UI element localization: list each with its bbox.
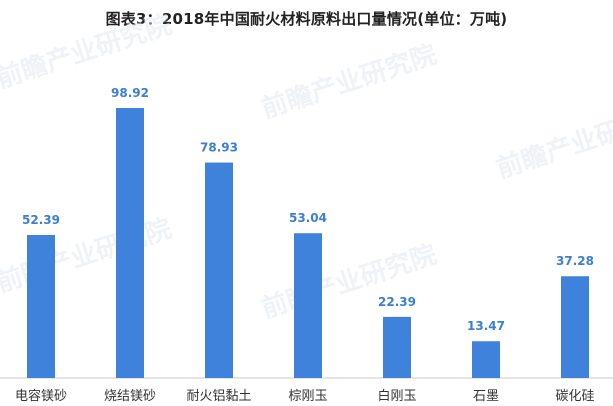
chart-title: 图表3：2018年中国耐火材料原料出口量情况(单位：万吨): [105, 10, 508, 28]
bar-3: [205, 162, 233, 378]
value-labels-group: 52.39 98.92 78.93 53.04 22.39 13.47 37.28: [22, 86, 594, 333]
watermark-2: 前瞻产业研究院: [258, 39, 441, 125]
category-label-5: 白刚玉: [377, 388, 416, 404]
watermark-3: 前瞻产业研究院: [493, 99, 613, 185]
value-label-4: 53.04: [289, 211, 327, 225]
value-label-1: 52.39: [22, 213, 60, 227]
category-label-7: 碳化硅: [555, 389, 594, 404]
bar-6: [472, 341, 500, 378]
bar-1: [27, 235, 55, 378]
value-label-6: 13.47: [467, 319, 505, 333]
category-label-3: 耐火铝黏土: [186, 388, 251, 404]
bar-7: [561, 276, 589, 378]
bar-5: [383, 316, 411, 378]
category-label-6: 石墨: [473, 389, 499, 404]
category-label-1: 电容镁砂: [15, 388, 67, 404]
value-label-3: 78.93: [200, 141, 238, 155]
category-label-4: 棕刚玉: [288, 389, 327, 404]
watermark-5: 前瞻产业研究院: [258, 239, 441, 325]
bars-group: [27, 108, 589, 378]
bar-4: [294, 233, 322, 378]
watermark-1: 前瞻产业研究院: [0, 9, 175, 95]
bar-2: [116, 108, 144, 378]
value-label-2: 98.92: [111, 86, 149, 100]
category-labels-group: 电容镁砂 烧结镁砂 耐火铝黏土 棕刚玉 白刚玉 石墨 碳化硅: [15, 388, 595, 404]
value-label-5: 22.39: [378, 295, 416, 309]
category-label-2: 烧结镁砂: [104, 389, 156, 404]
value-label-7: 37.28: [556, 254, 594, 268]
